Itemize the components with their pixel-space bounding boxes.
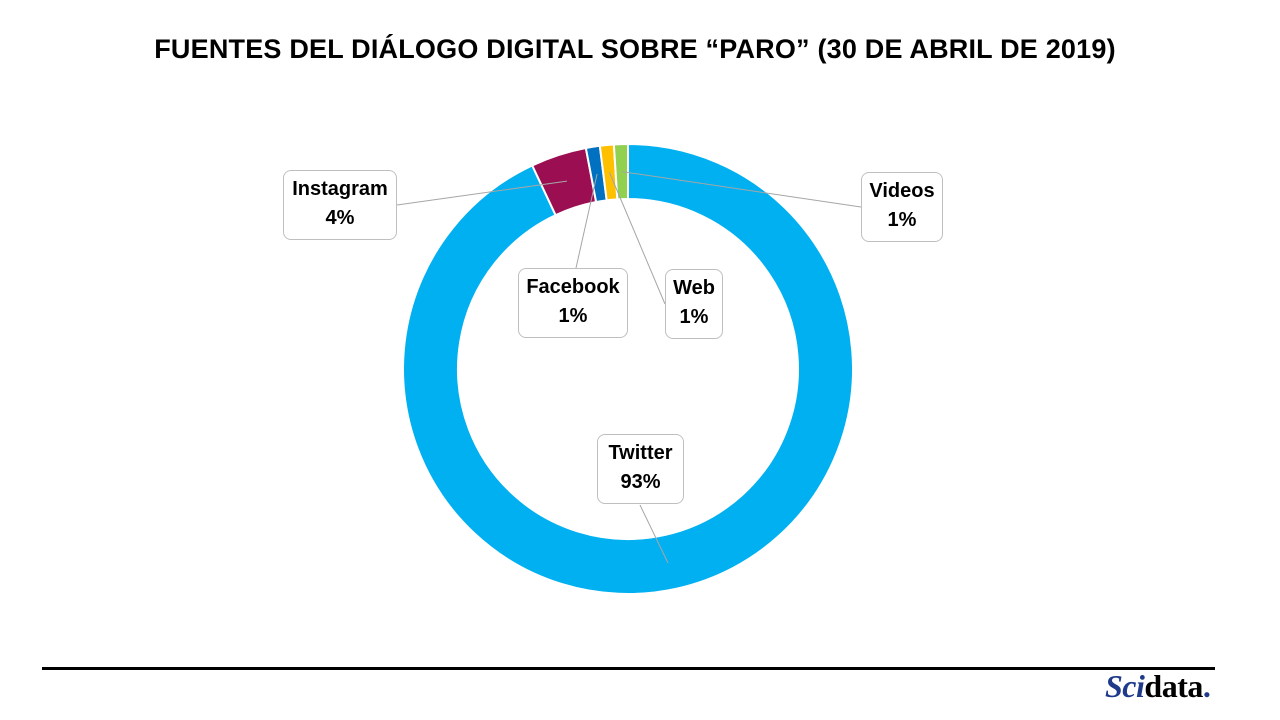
slice-percent: 4% xyxy=(325,207,355,229)
leader-line-instagram xyxy=(396,180,568,206)
slice-percent: 93% xyxy=(620,471,661,493)
slice-name: Facebook xyxy=(526,276,620,298)
leader-line-web xyxy=(608,172,666,305)
slice-percent: 1% xyxy=(887,209,917,231)
slice-percent: 1% xyxy=(558,305,588,327)
logo-sci: Sci xyxy=(1105,668,1145,704)
leader-line-twitter xyxy=(639,504,669,564)
leader-line-videos xyxy=(621,171,862,208)
footer-divider xyxy=(42,667,1215,670)
slice-twitter xyxy=(402,142,854,595)
data-label-videos: Videos 1% xyxy=(861,172,943,242)
data-label-twitter: Twitter 93% xyxy=(597,434,684,504)
slice-videos xyxy=(612,142,629,201)
chart-title: FUENTES DEL DIÁLOGO DIGITAL SOBRE “PARO”… xyxy=(154,34,1116,64)
data-label-instagram: Instagram 4% xyxy=(283,170,397,240)
scidata-logo: Scidata. xyxy=(1105,668,1211,705)
slice-name: Twitter xyxy=(608,442,673,464)
slice-percent: 1% xyxy=(679,306,709,328)
logo-data: data xyxy=(1144,668,1203,704)
leader-line-facebook xyxy=(575,173,598,269)
slice-name: Videos xyxy=(869,180,935,202)
logo-dot: . xyxy=(1202,668,1211,704)
slice-name: Instagram xyxy=(292,178,388,200)
data-label-facebook: Facebook 1% xyxy=(518,268,628,338)
slice-name: Web xyxy=(673,277,715,299)
data-label-web: Web 1% xyxy=(665,269,723,339)
